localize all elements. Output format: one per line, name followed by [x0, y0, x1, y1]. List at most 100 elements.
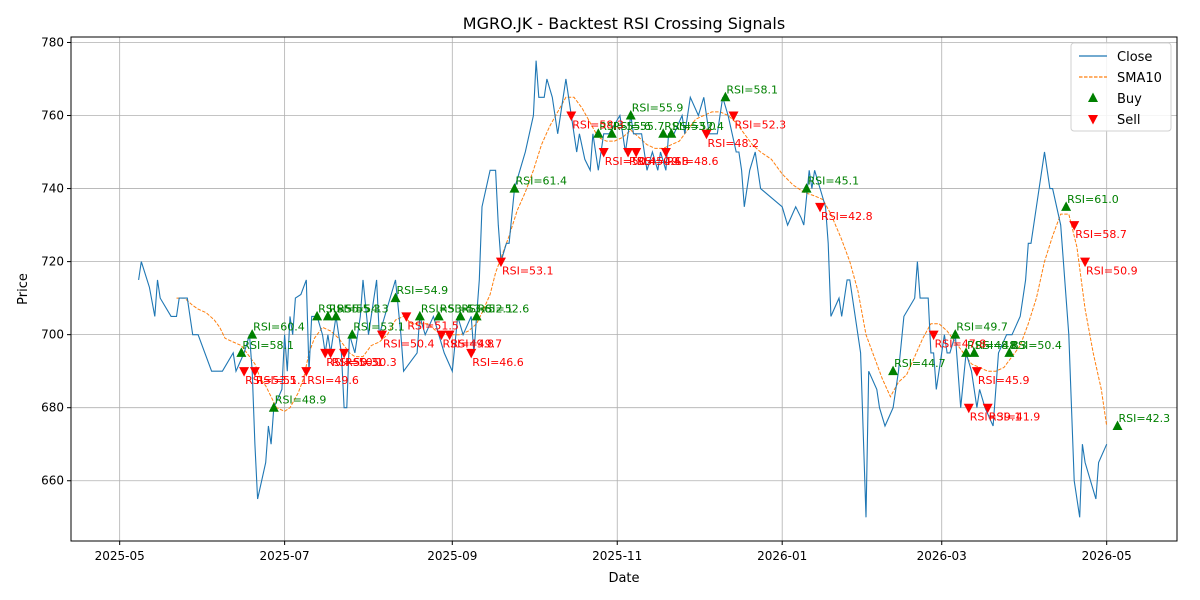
buy-label: RSI=54.3: [337, 302, 389, 315]
grid-lines: [71, 37, 1177, 541]
buy-label: RSI=61.0: [1067, 193, 1119, 206]
sell-label: RSI=48.6: [667, 155, 719, 168]
sell-marker: [466, 348, 477, 359]
buy-label: RSI=52.4: [672, 120, 724, 133]
legend-box: [1070, 42, 1172, 132]
y-axis-title: Price: [16, 273, 31, 305]
sell-label: RSI=46.6: [472, 356, 524, 369]
buy-marker: [347, 329, 358, 339]
buy-label: RSI=55.3: [329, 302, 381, 315]
signals-layer: RSI=58.1 RSI=60.4 RSI=48.9 RSI=55.5RSI=55.3…: [236, 83, 1170, 430]
sell-marker: [249, 367, 260, 377]
y-tick-label: 720: [41, 255, 64, 269]
sell-label: RSI=53.1: [502, 265, 554, 278]
y-tick-label: 680: [41, 401, 64, 415]
buy-marker: [969, 347, 980, 357]
buy-label: RSI=61.4: [515, 175, 567, 188]
legend-label: Close: [1117, 50, 1152, 65]
buy-marker: [658, 128, 669, 138]
y-tick-label: 760: [41, 109, 64, 123]
buy-marker: [1004, 347, 1015, 357]
buy-marker: [414, 310, 425, 321]
sell-label: RSI=58.7: [1075, 228, 1127, 241]
buy-label: RSI=50.4: [1010, 339, 1062, 352]
sell-marker: [971, 367, 982, 377]
buy-marker: [593, 128, 604, 138]
series-layer: [138, 60, 1108, 518]
buy-marker: [961, 347, 972, 357]
legend-buy-swatch: [1088, 92, 1098, 102]
sell-marker: [1080, 257, 1091, 268]
sell-marker: [495, 257, 506, 268]
x-tick-label: 2025-11: [592, 549, 642, 563]
sell-label: RSI=49.6: [307, 374, 359, 387]
sell-marker: [598, 148, 609, 158]
sell-label: RSI=50.4: [383, 338, 435, 351]
sell-marker: [631, 148, 642, 158]
buy-marker: [888, 365, 899, 376]
sell-label: RSI=48.2: [707, 137, 759, 150]
buy-marker: [1061, 201, 1072, 211]
legend-sell-swatch: [1088, 115, 1098, 125]
buy-label: RSI=48.3: [975, 339, 1027, 352]
buy-marker: [950, 329, 961, 339]
sell-marker: [701, 129, 712, 140]
buy-label: RSI=44.7: [894, 357, 946, 370]
buy-marker: [625, 110, 636, 120]
plot-frame: [70, 36, 1178, 542]
legend-label: Buy: [1117, 92, 1142, 107]
sell-label: RSI=52.3: [735, 119, 787, 132]
sell-label: RSI=50.3: [345, 356, 397, 369]
sell-marker: [815, 202, 826, 213]
sell-marker: [239, 367, 250, 377]
y-tick-label: 740: [41, 182, 64, 196]
sell-marker: [623, 148, 634, 158]
buy-marker: [268, 402, 279, 412]
x-tick-label: 2026-03: [917, 549, 967, 563]
buy-label: RSI=60.4: [253, 321, 305, 334]
sell-label: RSI=51.1: [256, 374, 308, 387]
legend: Close SMA10 Buy Sell: [1070, 42, 1172, 132]
buy-marker: [455, 310, 466, 321]
buy-label: RSI=55.7: [613, 120, 665, 133]
buy-label: RSI=52.6: [478, 302, 530, 315]
buy-marker: [322, 310, 333, 321]
buy-label: RSI=58.1: [242, 339, 294, 352]
x-axis-title: Date: [608, 571, 639, 586]
sell-label: RSI=45.9: [978, 374, 1030, 387]
buy-marker: [471, 310, 482, 321]
sell-label: RSI=50.9: [1086, 265, 1138, 278]
sell-marker: [963, 403, 974, 414]
sell-label: RSI=50.4: [605, 155, 657, 168]
sell-label: RSI=49.7: [451, 338, 503, 351]
buy-marker: [312, 310, 323, 321]
buy-label: RSI=53.1: [353, 321, 405, 334]
buy-label: RSI=53.4: [421, 302, 473, 315]
buy-label: RSI=53.0: [664, 120, 716, 133]
x-axis: 2025-05 2025-07 2025-09 2025-11 2026-01 2026-…: [95, 541, 1132, 563]
sell-marker: [376, 330, 387, 341]
close-line: [138, 60, 1108, 518]
buy-marker: [390, 292, 401, 303]
y-tick-label: 660: [41, 474, 64, 488]
buy-marker: [247, 329, 258, 339]
sell-label: RSI=49.8: [637, 155, 689, 168]
buy-label: RSI=48.8: [967, 339, 1019, 352]
sell-marker: [444, 330, 455, 341]
legend-label: SMA10: [1117, 71, 1162, 86]
buy-marker: [720, 91, 731, 102]
buy-marker: [801, 183, 812, 193]
buy-marker: [236, 347, 247, 357]
legend-label: Sell: [1117, 113, 1140, 128]
sell-label: RSI=39.1: [970, 411, 1022, 424]
buy-marker: [509, 183, 520, 193]
buy-label: RSI=42.3: [1119, 412, 1171, 425]
buy-label: RSI=55.9: [632, 102, 684, 115]
buy-marker: [331, 310, 342, 321]
x-tick-label: 2026-05: [1082, 549, 1132, 563]
sell-marker: [566, 111, 577, 122]
sell-label: RSI=50.1: [332, 356, 384, 369]
sell-marker: [436, 330, 447, 341]
buy-marker: [606, 128, 617, 138]
